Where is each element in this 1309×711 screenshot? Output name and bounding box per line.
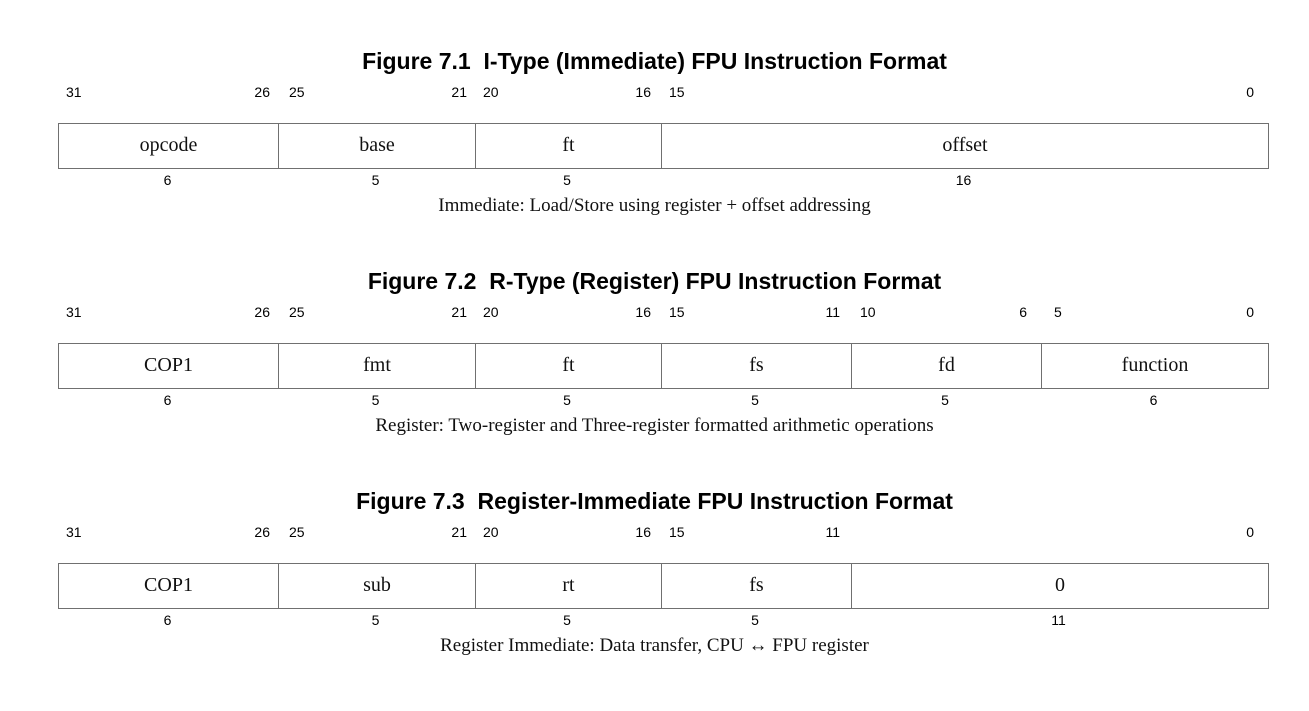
field-widths: 6 5 5 5 11 xyxy=(58,609,1269,631)
bit-label: 26 xyxy=(254,304,270,320)
field-fmt: fmt xyxy=(278,344,475,388)
bit-label: 31 xyxy=(66,304,82,320)
bit-label: 10 xyxy=(860,304,876,320)
field-width: 6 xyxy=(1149,392,1158,408)
instruction-format-box: COP1 fmt ft fs fd function xyxy=(58,343,1269,389)
field-offset: offset xyxy=(661,124,1268,168)
instruction-format-box: opcode base ft offset xyxy=(58,123,1269,169)
field-opcode: opcode xyxy=(139,134,198,156)
bit-label: 15 xyxy=(669,304,685,320)
field-fs: fs xyxy=(661,564,851,608)
field-width: 6 xyxy=(163,392,172,408)
bit-label: 21 xyxy=(451,524,467,540)
bit-label: 25 xyxy=(289,304,305,320)
bit-label: 21 xyxy=(451,84,467,100)
figure-title: Figure 7.1 I-Type (Immediate) FPU Instru… xyxy=(362,48,947,74)
field-width: 11 xyxy=(1051,612,1066,628)
field-function: function xyxy=(1041,344,1268,388)
bit-label: 11 xyxy=(825,304,840,320)
figure-7-3: Figure 7.3 Register-Immediate FPU Instru… xyxy=(0,481,1309,711)
bit-label: 6 xyxy=(1019,304,1027,320)
bit-positions: 31 26 25 21 20 16 15 11 10 6 5 0 xyxy=(0,301,1309,323)
field-width: 5 xyxy=(371,392,380,408)
field-widths: 6 5 5 16 xyxy=(58,169,1269,191)
figure-7-2: Figure 7.2 R-Type (Register) FPU Instruc… xyxy=(0,261,1309,491)
bit-label: 31 xyxy=(66,84,82,100)
bit-label: 21 xyxy=(451,304,467,320)
bit-label: 26 xyxy=(254,84,270,100)
figure-7-1: Figure 7.1 I-Type (Immediate) FPU Instru… xyxy=(0,41,1309,271)
bit-label: 26 xyxy=(254,524,270,540)
field-fs: fs xyxy=(661,344,851,388)
bit-label: 16 xyxy=(635,84,651,100)
bit-label: 0 xyxy=(1246,84,1254,100)
field-rt: rt xyxy=(475,564,661,608)
field-width: 5 xyxy=(563,392,571,408)
bit-label: 20 xyxy=(483,304,499,320)
field-width: 6 xyxy=(163,172,172,188)
bit-label: 0 xyxy=(1246,524,1254,540)
field-width: 5 xyxy=(751,612,759,628)
figure-title: Figure 7.2 R-Type (Register) FPU Instruc… xyxy=(367,268,942,294)
bit-label: 16 xyxy=(635,524,651,540)
field-sub: sub xyxy=(278,564,475,608)
field-fd: fd xyxy=(851,344,1041,388)
field-ft: ft xyxy=(475,124,661,168)
bit-label: 11 xyxy=(825,524,840,540)
field-width: 5 xyxy=(371,612,380,628)
field-cop1: COP1 xyxy=(144,354,193,376)
field-ft: ft xyxy=(475,344,661,388)
instruction-format-box: COP1 sub rt fs 0 xyxy=(58,563,1269,609)
field-width: 5 xyxy=(563,612,571,628)
field-base: base xyxy=(278,124,475,168)
bit-label: 25 xyxy=(289,84,305,100)
bit-label: 15 xyxy=(669,84,685,100)
bit-label: 20 xyxy=(483,524,499,540)
bit-label: 15 xyxy=(669,524,685,540)
figure-caption: Register: Two-register and Three-registe… xyxy=(375,415,934,436)
field-width: 5 xyxy=(941,392,949,408)
bit-positions: 31 26 25 21 20 16 15 0 xyxy=(0,81,1309,103)
bit-positions: 31 26 25 21 20 16 15 11 0 xyxy=(0,521,1309,543)
field-width: 5 xyxy=(563,172,571,188)
bit-label: 5 xyxy=(1054,304,1062,320)
field-width: 16 xyxy=(955,172,972,188)
field-width: 6 xyxy=(163,612,172,628)
figure-caption: Register Immediate: Data transfer, CPU ↔… xyxy=(440,635,869,656)
figure-caption: Immediate: Load/Store using register + o… xyxy=(438,195,871,216)
bit-label: 25 xyxy=(289,524,305,540)
field-cop1: COP1 xyxy=(144,574,193,596)
field-zero: 0 xyxy=(851,564,1268,608)
figure-title: Figure 7.3 Register-Immediate FPU Instru… xyxy=(356,488,953,514)
bit-label: 0 xyxy=(1246,304,1254,320)
field-width: 5 xyxy=(751,392,759,408)
bit-label: 20 xyxy=(483,84,499,100)
field-width: 5 xyxy=(371,172,380,188)
bit-label: 31 xyxy=(66,524,82,540)
field-widths: 6 5 5 5 5 6 xyxy=(58,389,1269,411)
bit-label: 16 xyxy=(635,304,651,320)
